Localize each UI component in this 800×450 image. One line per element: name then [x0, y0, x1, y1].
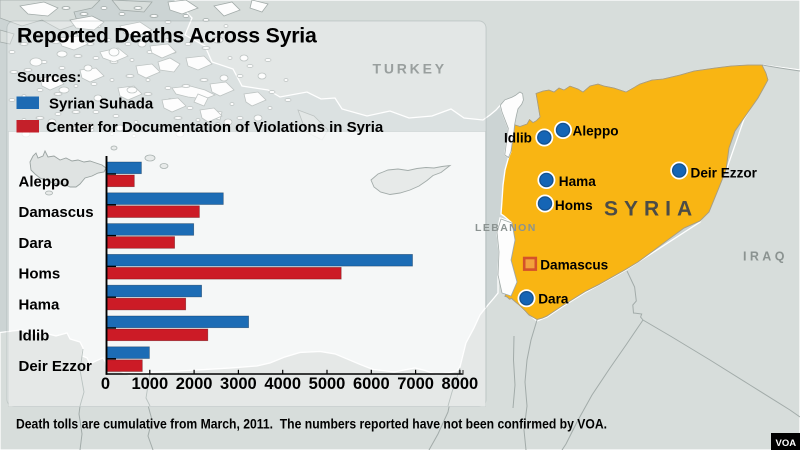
svg-text:8000: 8000 — [442, 375, 479, 393]
svg-text:6000: 6000 — [353, 375, 390, 393]
svg-text:Center for Documentation of Vi: Center for Documentation of Violations i… — [46, 119, 384, 136]
svg-text:TURKEY: TURKEY — [373, 61, 447, 77]
svg-text:Dara: Dara — [538, 292, 569, 307]
svg-text:Idlib: Idlib — [19, 327, 50, 344]
svg-text:Damascus: Damascus — [19, 204, 94, 221]
svg-text:Hama: Hama — [19, 297, 61, 314]
svg-text:Hama: Hama — [559, 174, 596, 189]
svg-text:VOA: VOA — [776, 438, 797, 449]
svg-text:Idlib: Idlib — [504, 131, 532, 146]
svg-text:1000: 1000 — [131, 375, 168, 393]
svg-text:LEBANON: LEBANON — [475, 222, 537, 234]
svg-text:Aleppo: Aleppo — [19, 173, 70, 190]
svg-text:2000: 2000 — [176, 375, 213, 393]
svg-text:7000: 7000 — [397, 375, 434, 393]
svg-text:Death tolls are cumulative fro: Death tolls are cumulative from March, 2… — [16, 416, 607, 431]
svg-text:Reported Deaths Across Syria: Reported Deaths Across Syria — [17, 24, 317, 48]
svg-text:0: 0 — [101, 375, 110, 393]
svg-text:Aleppo: Aleppo — [573, 124, 619, 139]
svg-text:Homs: Homs — [19, 266, 61, 283]
svg-text:Dara: Dara — [19, 235, 53, 252]
svg-text:3000: 3000 — [220, 375, 257, 393]
svg-text:Homs: Homs — [555, 198, 593, 213]
svg-text:Deir Ezzor: Deir Ezzor — [19, 358, 93, 375]
svg-text:4000: 4000 — [264, 375, 301, 393]
svg-text:5000: 5000 — [309, 375, 346, 393]
svg-text:IRAQ: IRAQ — [743, 250, 788, 264]
svg-text:Damascus: Damascus — [540, 258, 608, 273]
svg-text:Deir Ezzor: Deir Ezzor — [691, 166, 758, 181]
svg-text:SYRIA: SYRIA — [604, 198, 698, 221]
svg-text:Sources:: Sources: — [17, 69, 81, 86]
svg-text:Syrian Suhada: Syrian Suhada — [49, 95, 154, 112]
